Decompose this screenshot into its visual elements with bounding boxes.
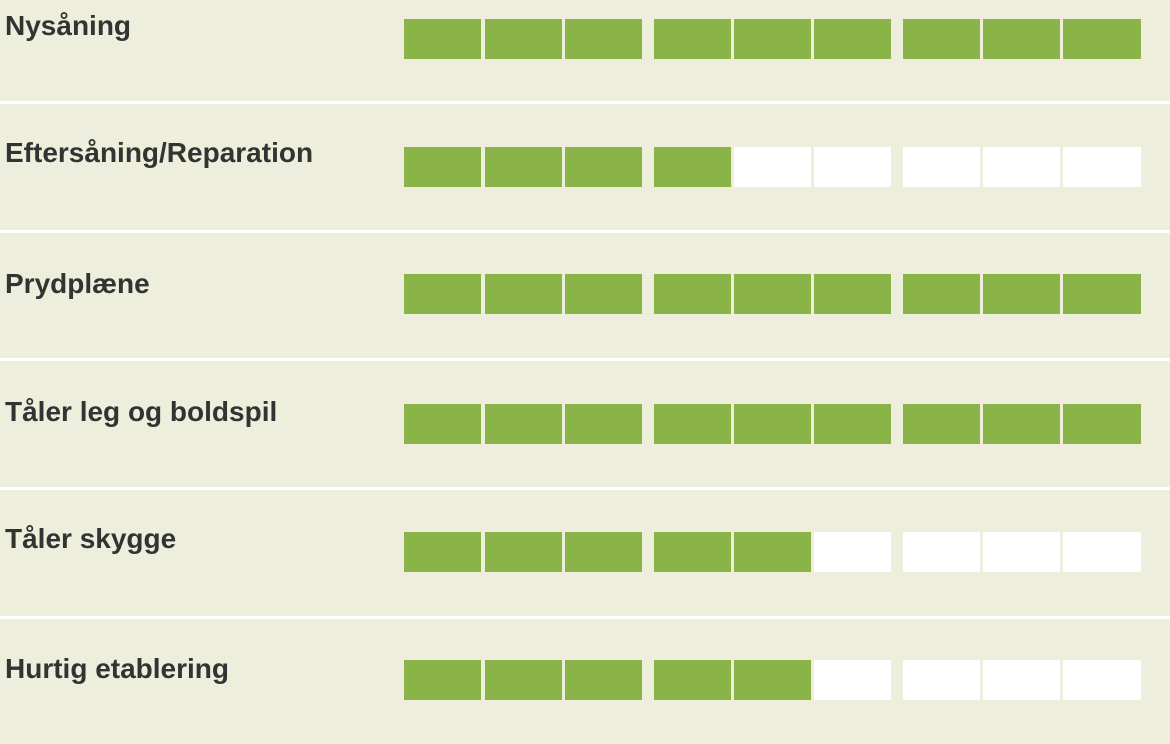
rating-segment-filled — [654, 660, 731, 700]
rating-segment-filled — [565, 147, 642, 187]
row-divider — [0, 358, 1170, 361]
rating-segment-empty — [983, 532, 1060, 572]
row-label: Eftersåning/Reparation — [5, 137, 314, 168]
rating-segment-filled — [734, 19, 811, 59]
rating-segment-filled — [404, 19, 481, 59]
rating-segment-filled — [404, 660, 481, 700]
rating-segment-filled — [814, 404, 891, 444]
rating-segment-filled — [565, 404, 642, 444]
rating-segment-filled — [485, 404, 562, 444]
rating-segment-empty — [814, 532, 891, 572]
rating-segment-filled — [734, 274, 811, 314]
rating-segment-filled — [814, 274, 891, 314]
rating-bar — [404, 660, 1141, 700]
row-label: Prydplæne — [5, 268, 150, 299]
rating-segment-filled — [903, 274, 980, 314]
rating-segment-filled — [485, 660, 562, 700]
rating-segment-filled — [903, 19, 980, 59]
rating-segment-filled — [404, 404, 481, 444]
rating-segment-empty — [814, 660, 891, 700]
rating-segment-filled — [903, 404, 980, 444]
rating-row: Eftersåning/Reparation — [0, 102, 1170, 229]
row-divider — [0, 101, 1170, 104]
rating-segment-filled — [734, 404, 811, 444]
rating-bar — [404, 19, 1141, 59]
rating-segment-filled — [565, 19, 642, 59]
rating-row: Hurtig etablering — [0, 617, 1170, 744]
rating-segment-filled — [654, 404, 731, 444]
rating-row: Tåler leg og boldspil — [0, 359, 1170, 486]
rating-segment-empty — [903, 147, 980, 187]
rating-segment-filled — [485, 532, 562, 572]
rating-table: Nysåning Eftersåning/Reparation Prydplæne T… — [0, 0, 1170, 700]
rating-segment-filled — [485, 19, 562, 59]
rating-segment-filled — [1063, 274, 1141, 314]
rating-segment-filled — [485, 147, 562, 187]
rating-row: Prydplæne — [0, 231, 1170, 358]
rating-segment-filled — [565, 532, 642, 572]
row-label: Hurtig etablering — [5, 653, 230, 684]
rating-segment-empty — [983, 147, 1060, 187]
rating-segment-empty — [903, 660, 980, 700]
rating-bar — [404, 274, 1141, 314]
rating-segment-filled — [814, 19, 891, 59]
rating-segment-empty — [1063, 660, 1141, 700]
rating-segment-filled — [485, 274, 562, 314]
rating-segment-empty — [903, 532, 980, 572]
row-label: Tåler skygge — [5, 523, 177, 554]
rating-row: Nysåning — [0, 0, 1170, 127]
row-divider — [0, 230, 1170, 233]
rating-segment-filled — [734, 660, 811, 700]
rating-segment-filled — [983, 274, 1060, 314]
rating-segment-filled — [404, 274, 481, 314]
rating-segment-filled — [654, 274, 731, 314]
row-label: Tåler leg og boldspil — [5, 396, 278, 427]
row-divider — [0, 616, 1170, 619]
rating-segment-filled — [654, 532, 731, 572]
rating-segment-filled — [1063, 19, 1141, 59]
rating-segment-filled — [734, 532, 811, 572]
rating-segment-empty — [983, 660, 1060, 700]
rating-segment-filled — [404, 147, 481, 187]
rating-row: Tåler skygge — [0, 488, 1170, 615]
rating-segment-filled — [565, 660, 642, 700]
rating-segment-empty — [814, 147, 891, 187]
rating-segment-empty — [734, 147, 811, 187]
row-divider — [0, 487, 1170, 490]
row-label: Nysåning — [5, 10, 132, 41]
rating-segment-filled — [404, 532, 481, 572]
rating-segment-filled — [654, 147, 731, 187]
rating-bar — [404, 404, 1141, 444]
rating-segment-empty — [1063, 532, 1141, 572]
rating-bar — [404, 147, 1141, 187]
rating-segment-filled — [565, 274, 642, 314]
rating-bar — [404, 532, 1141, 572]
rating-segment-filled — [983, 19, 1060, 59]
rating-segment-filled — [654, 19, 731, 59]
rating-segment-filled — [1063, 404, 1141, 444]
rating-segment-empty — [1063, 147, 1141, 187]
rating-segment-filled — [983, 404, 1060, 444]
